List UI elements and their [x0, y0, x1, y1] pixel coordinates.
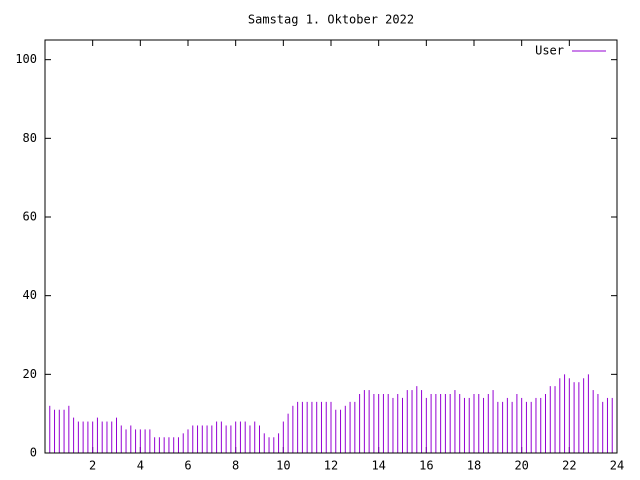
x-tick-label: 6 [184, 459, 191, 473]
y-tick-label: 100 [15, 52, 37, 66]
x-tick-label: 20 [514, 459, 528, 473]
x-tick-label: 14 [371, 459, 385, 473]
chart-title: Samstag 1. Oktober 2022 [248, 13, 414, 27]
x-tick-label: 16 [419, 459, 433, 473]
y-tick-label: 20 [23, 367, 37, 381]
y-tick-label: 0 [30, 446, 37, 460]
y-tick-label: 80 [23, 131, 37, 145]
x-tick-label: 22 [562, 459, 576, 473]
x-tick-label: 8 [232, 459, 239, 473]
y-tick-label: 40 [23, 288, 37, 302]
x-tick-label: 12 [324, 459, 338, 473]
x-tick-label: 18 [467, 459, 481, 473]
x-tick-label: 10 [276, 459, 290, 473]
legend-label: User [535, 44, 564, 58]
y-tick-label: 60 [23, 210, 37, 224]
x-tick-label: 2 [89, 459, 96, 473]
x-tick-label: 4 [137, 459, 144, 473]
x-tick-label: 24 [610, 459, 624, 473]
plot-frame [44, 39, 618, 454]
